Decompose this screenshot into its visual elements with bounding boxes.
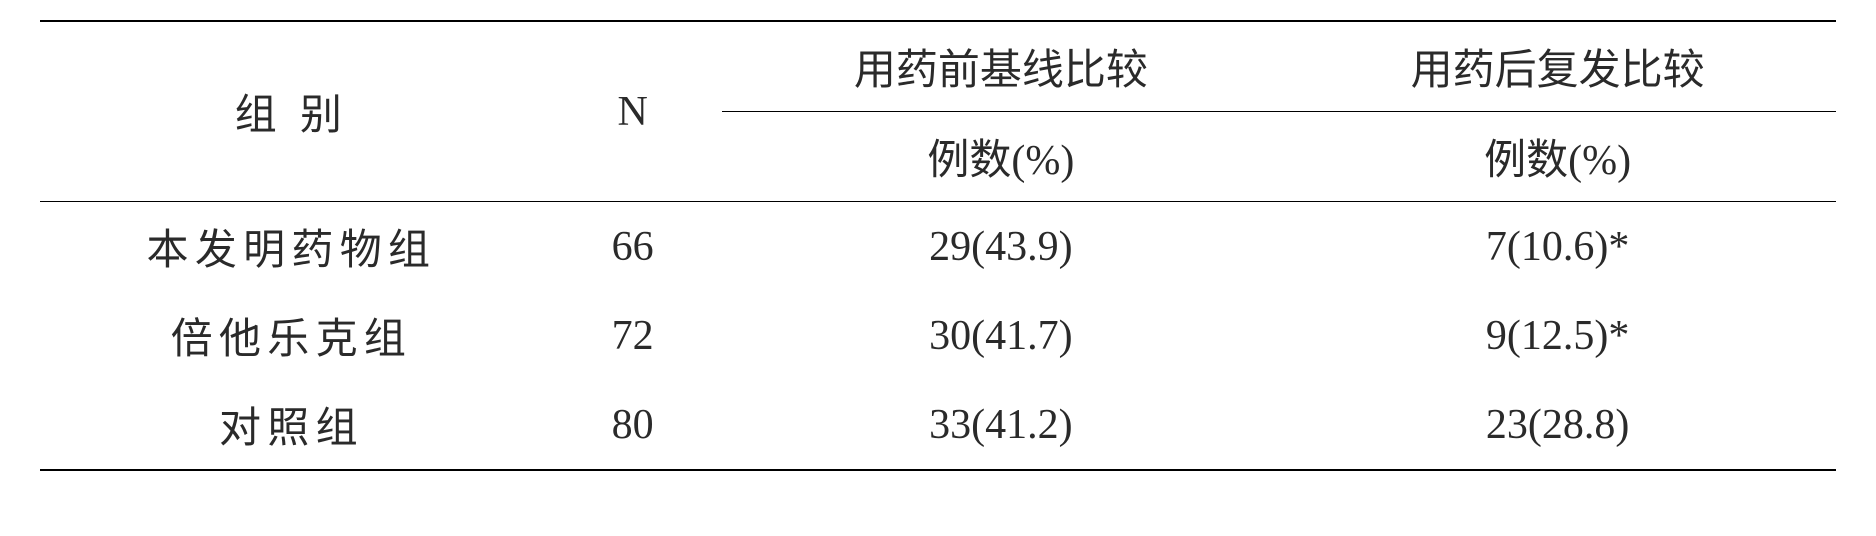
cell-recurrence: 23(28.8) [1279, 380, 1836, 470]
table-row: 倍他乐克组 72 30(41.7) 9(12.5)* [40, 291, 1836, 380]
cell-baseline: 33(41.2) [722, 380, 1279, 470]
data-table: 组 别 N 用药前基线比较 用药后复发比较 例数(%) 例数(%) 本发明药物组… [40, 20, 1836, 471]
subheader-recurrence-cases: 例数(%) [1279, 112, 1836, 202]
cell-baseline: 29(43.9) [722, 202, 1279, 292]
cell-baseline: 30(41.7) [722, 291, 1279, 380]
header-group: 组 别 [40, 21, 543, 202]
cell-recurrence: 7(10.6)* [1279, 202, 1836, 292]
table-row: 对照组 80 33(41.2) 23(28.8) [40, 380, 1836, 470]
cell-group: 本发明药物组 [40, 202, 543, 292]
cell-n: 72 [543, 291, 723, 380]
header-recurrence: 用药后复发比较 [1279, 21, 1836, 112]
header-baseline: 用药前基线比较 [722, 21, 1279, 112]
header-n: N [543, 21, 723, 202]
cell-recurrence: 9(12.5)* [1279, 291, 1836, 380]
subheader-baseline-cases: 例数(%) [722, 112, 1279, 202]
cell-group: 对照组 [40, 380, 543, 470]
cell-n: 66 [543, 202, 723, 292]
cell-group: 倍他乐克组 [40, 291, 543, 380]
table-row: 本发明药物组 66 29(43.9) 7(10.6)* [40, 202, 1836, 292]
cell-n: 80 [543, 380, 723, 470]
